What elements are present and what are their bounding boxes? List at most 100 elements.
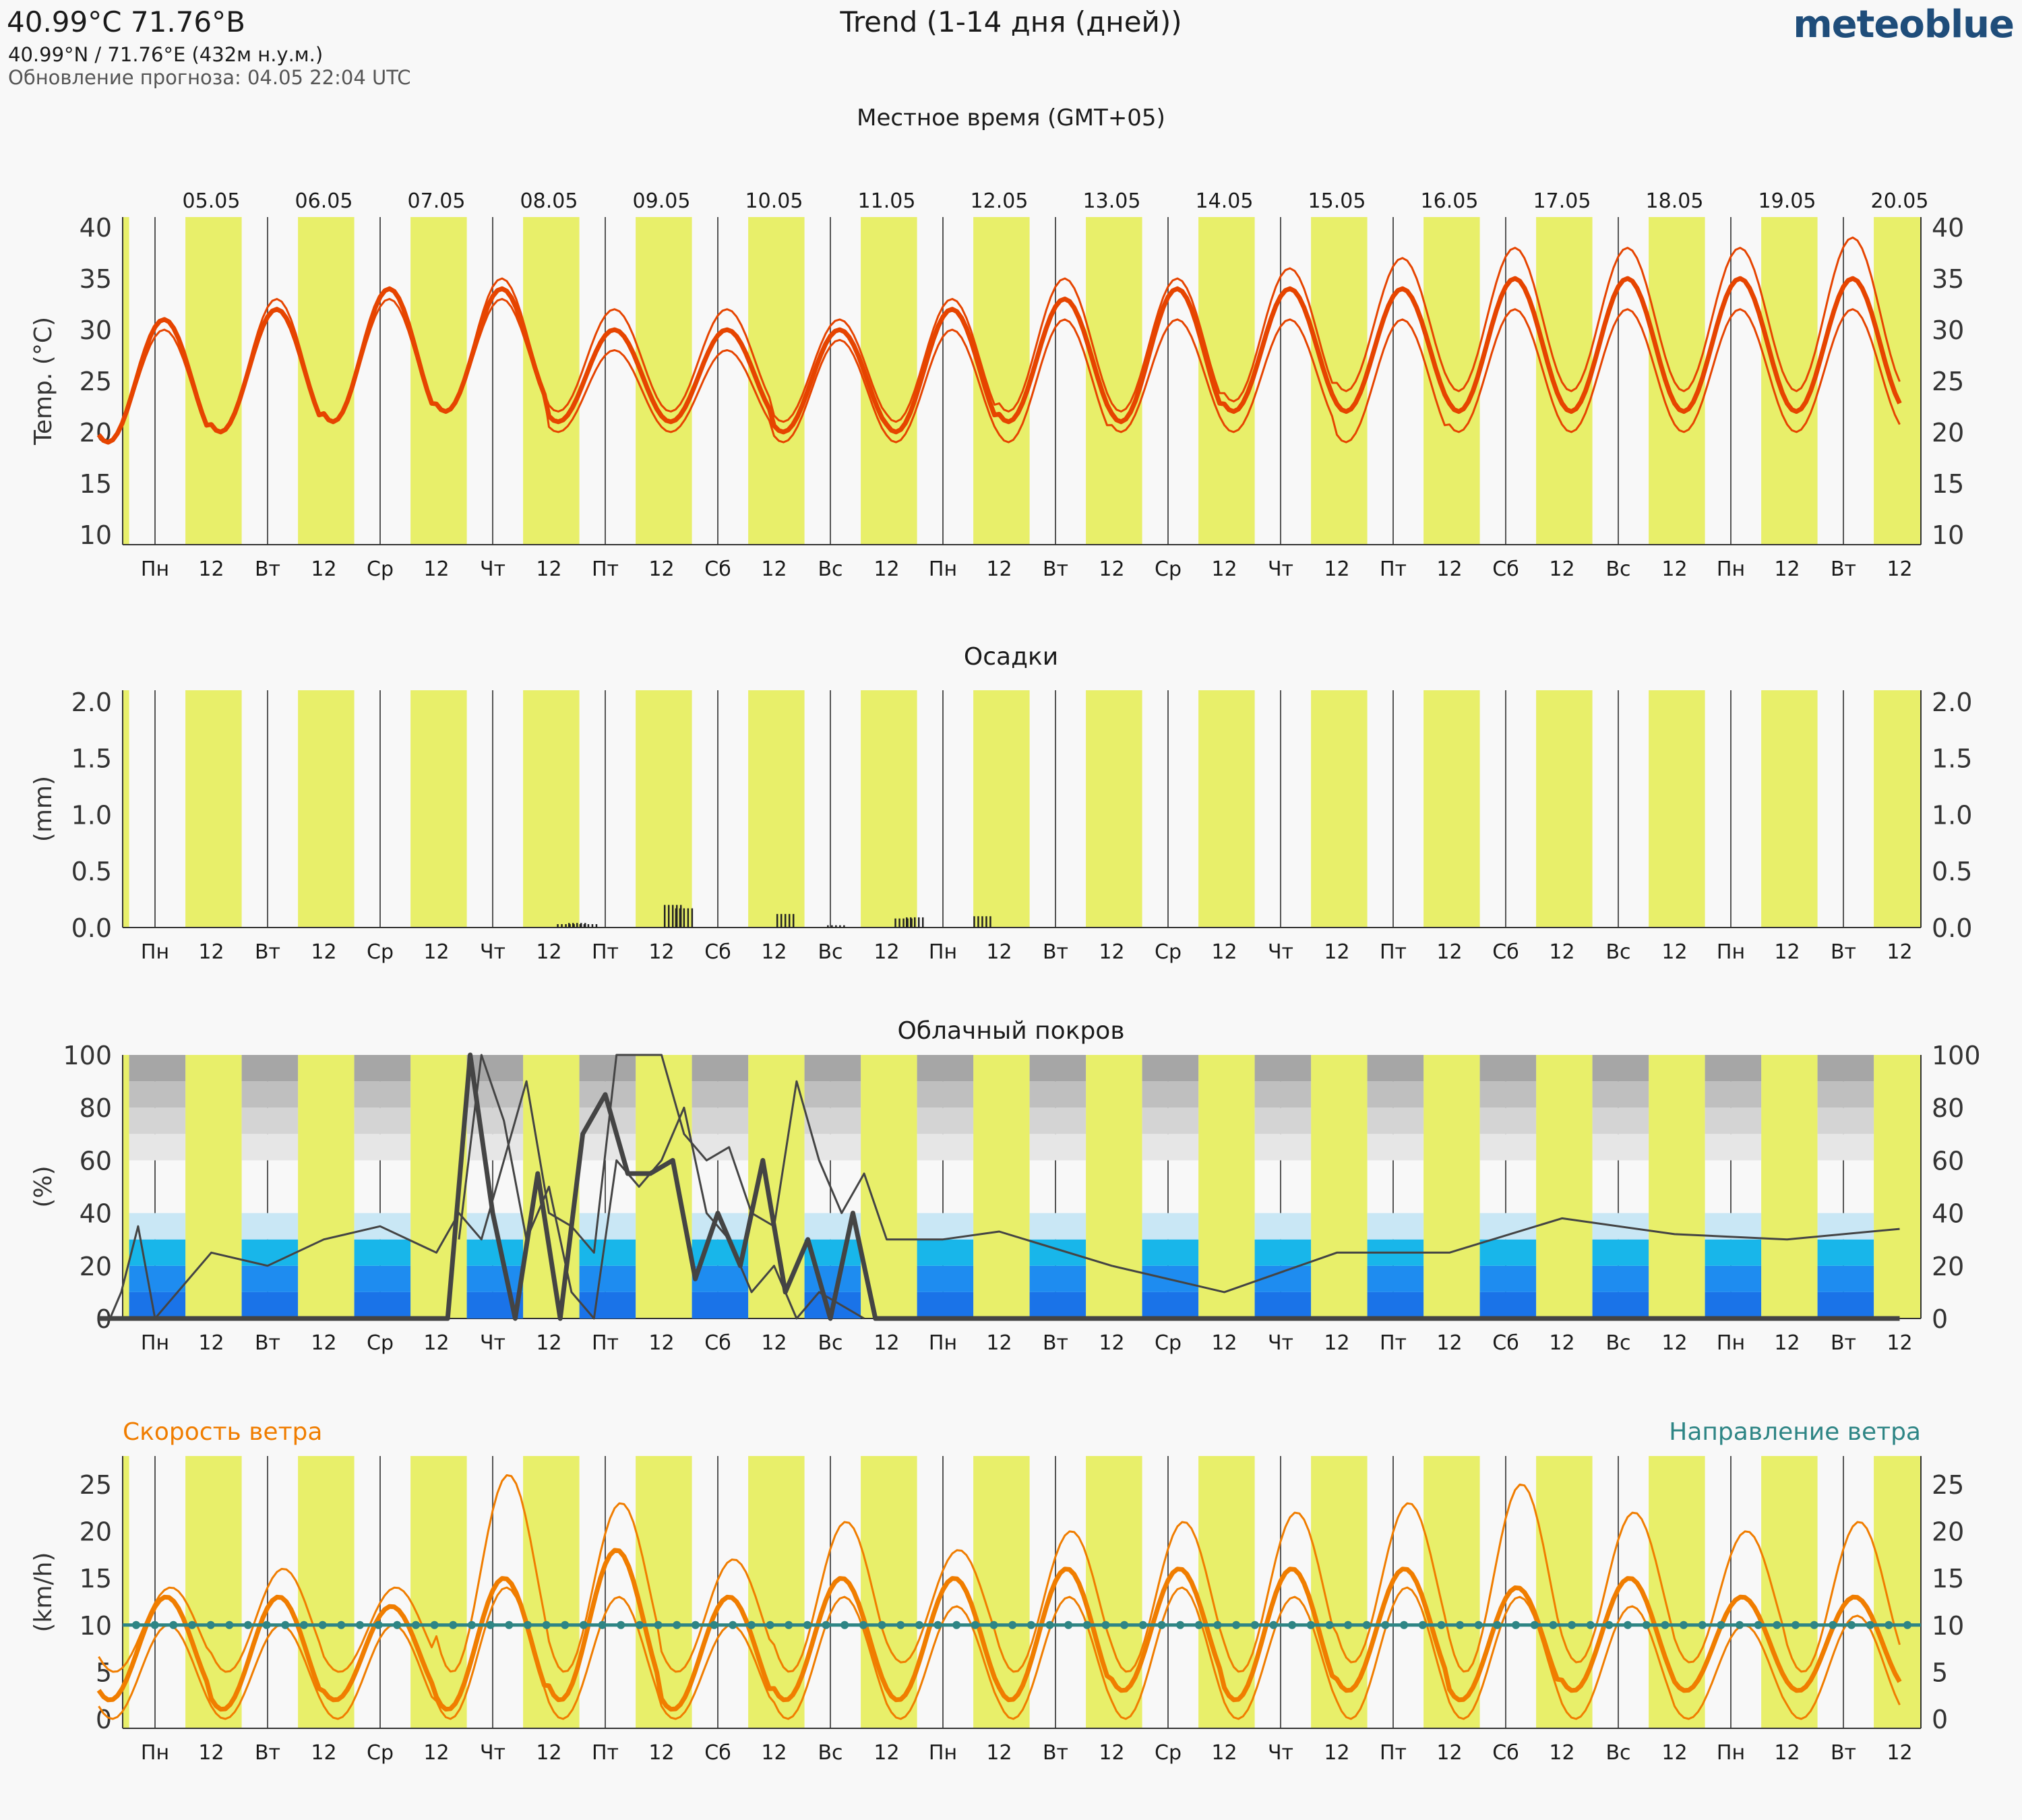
daylight-band (636, 1456, 692, 1728)
y-tick-label-left: 80 (80, 1093, 112, 1123)
wind-direction-dot (915, 1620, 923, 1629)
low-cloud-band (1029, 1292, 1086, 1318)
wind-direction-dot (505, 1620, 514, 1629)
noon-label: 12 (648, 940, 674, 964)
high-cloud-band (1705, 1055, 1762, 1082)
daylight-band (1649, 690, 1705, 928)
date-label: 12.05 (971, 189, 1029, 213)
wind-direction-dot (1437, 1620, 1446, 1629)
weekday-label: Ср (1155, 1741, 1182, 1765)
wind-direction-dot (1306, 1620, 1315, 1629)
low-cloud-band (579, 1265, 636, 1292)
wind-direction-dot (1736, 1620, 1744, 1629)
noon-label: 12 (311, 557, 336, 581)
noon-label: 12 (986, 1331, 1012, 1355)
y-tick-label-left: 60 (80, 1146, 112, 1176)
noon-label: 12 (1436, 557, 1462, 581)
wind-direction-dot (1717, 1620, 1725, 1629)
y-axis-label: (%) (30, 1165, 57, 1207)
y-tick-label-right: 35 (1932, 264, 1964, 294)
y-tick-label-right: 0 (1932, 1304, 1948, 1334)
weekday-label: Ср (367, 940, 394, 964)
high-cloud-band (241, 1081, 299, 1108)
daylight-band (1198, 690, 1255, 928)
noon-label: 12 (423, 940, 449, 964)
high-cloud-band (1479, 1134, 1537, 1161)
wind-speed-mean-line (96, 1548, 1902, 1712)
wind-direction-dot (803, 1620, 811, 1629)
weekday-label: Чт (480, 1331, 506, 1355)
weekday-label: Пн (1717, 557, 1745, 581)
wind-direction-dot (1045, 1620, 1054, 1629)
wind-speed-range-line (98, 1474, 1901, 1673)
y-axis-label: (km/h) (30, 1552, 57, 1633)
weekday-label: Пн (929, 1741, 957, 1765)
daylight-band (1311, 1055, 1368, 1318)
noon-label: 12 (1099, 557, 1124, 581)
high-cloud-band (1367, 1055, 1424, 1082)
high-cloud-band (1817, 1134, 1874, 1161)
weekday-label: Вс (818, 1741, 842, 1765)
cloud-cover-title: Облачный покров (897, 1017, 1124, 1045)
wind-direction-dot (337, 1620, 346, 1629)
high-cloud-band (466, 1134, 524, 1161)
noon-label: 12 (1887, 1331, 1912, 1355)
daylight-band (1198, 1456, 1255, 1728)
weekday-label: Вт (255, 557, 280, 581)
wind-direction-dot (1381, 1620, 1390, 1629)
weekday-label: Ср (1155, 557, 1182, 581)
noon-label: 12 (1436, 1741, 1462, 1765)
wind-direction-dot (1773, 1620, 1781, 1629)
low-cloud-band (692, 1265, 749, 1292)
y-tick-label-left: 20 (80, 1517, 112, 1546)
daylight-band (1874, 1055, 1921, 1318)
low-cloud-band (1367, 1213, 1424, 1240)
noon-label: 12 (1324, 1741, 1349, 1765)
weekday-label: Пт (1380, 1331, 1407, 1355)
y-axis-label: Temp. (°C) (30, 317, 57, 446)
wind-direction-dot (840, 1620, 849, 1629)
y-tick-label-left: 20 (80, 1252, 112, 1281)
low-cloud-band (1142, 1213, 1199, 1240)
cloud-cover-line (458, 1054, 865, 1320)
wind-direction-dot (1176, 1620, 1185, 1629)
high-cloud-band (1254, 1055, 1312, 1082)
local-time-label: Местное время (GMT+05) (857, 104, 1165, 131)
weekday-label: Ср (1155, 940, 1182, 964)
temperature-range-line (98, 236, 1901, 444)
wind-direction-dot (1810, 1620, 1818, 1629)
panel-background: Пн 12 Вт 12 Ср 12 Чт 12 Пт 12 Сб 12 Вс 12 Пн 12 Вт 12 Ср 12… (122, 690, 1922, 964)
wind-direction-dot (1680, 1620, 1688, 1629)
wind-direction-dot (1194, 1620, 1203, 1629)
noon-label: 12 (1324, 940, 1349, 964)
high-cloud-band (1817, 1108, 1874, 1134)
high-cloud-band (1142, 1108, 1199, 1134)
daylight-band (748, 690, 805, 928)
y-tick-label-right: 0.5 (1932, 857, 1972, 886)
y-tick-label-left: 5 (96, 1658, 112, 1687)
noon-label: 12 (1549, 557, 1574, 581)
page-title: Trend (1-14 дня (дней)) (840, 5, 1182, 38)
wind-direction-dot (1754, 1620, 1763, 1629)
y-tick-label-left: 15 (80, 1564, 112, 1594)
noon-label: 12 (536, 1331, 561, 1355)
high-cloud-band (129, 1134, 186, 1161)
low-cloud-band (1142, 1239, 1199, 1266)
weekday-label: Вт (1831, 940, 1856, 964)
y-tick-label-right: 0 (1932, 1705, 1948, 1734)
wind-direction-dot (598, 1620, 607, 1629)
coordinates: 40.99°N / 71.76°E (432м н.у.м.) (8, 43, 324, 66)
weekday-label: Вт (255, 940, 280, 964)
noon-label: 12 (198, 940, 224, 964)
low-cloud-band (917, 1265, 974, 1292)
wind-direction-dot (1512, 1620, 1521, 1629)
low-cloud-band (692, 1292, 749, 1318)
noon-label: 12 (1324, 1331, 1349, 1355)
wind-direction-dot (169, 1620, 178, 1629)
y-tick-label-right: 1.5 (1932, 744, 1972, 774)
low-cloud-band (1817, 1292, 1874, 1318)
weekday-label: Сб (704, 557, 731, 581)
low-cloud-band (1479, 1265, 1537, 1292)
meteoblue-logo[interactable]: meteoblue (1793, 3, 2015, 47)
weekday-label: Вс (1605, 1331, 1630, 1355)
